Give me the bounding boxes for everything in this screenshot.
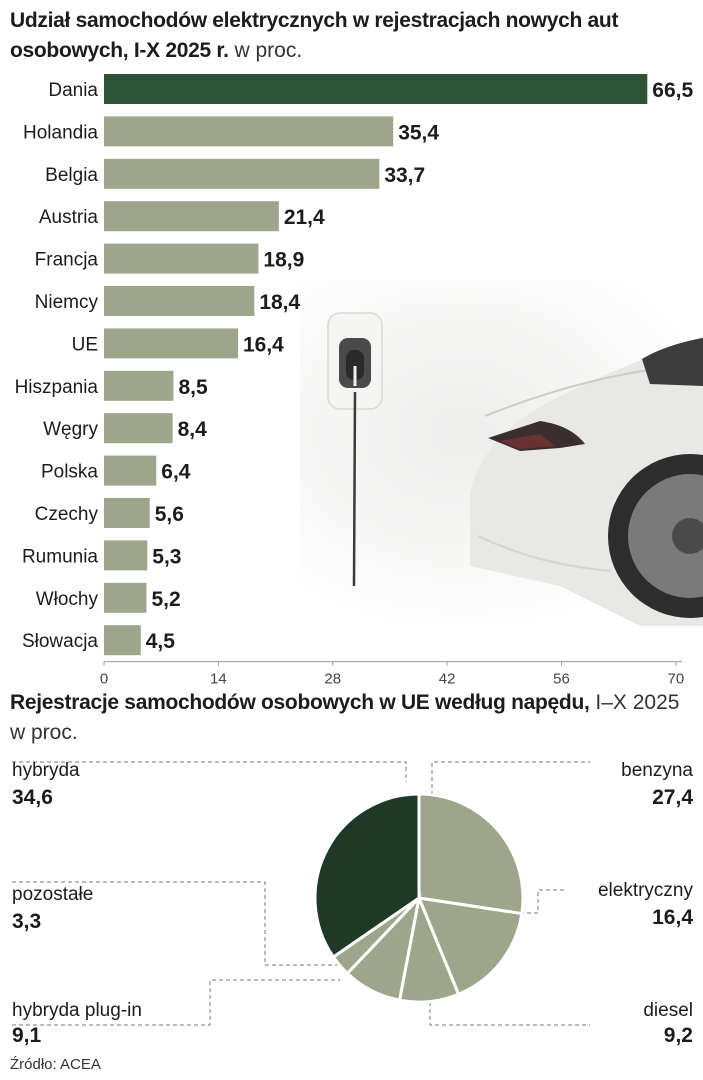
category-label: Czechy: [35, 504, 99, 525]
bar-6: [104, 328, 238, 359]
x-tick-label: 28: [324, 671, 341, 686]
bar-13: [104, 625, 141, 656]
category-label: Włochy: [36, 589, 99, 610]
value-label: 5,3: [152, 545, 181, 568]
value-label: 66,5: [652, 79, 693, 102]
value-label: 18,9: [263, 249, 304, 272]
category-label: Belgia: [45, 165, 98, 186]
category-label: Dania: [48, 80, 98, 101]
category-label: Holandia: [23, 122, 98, 143]
x-tick-label: 42: [439, 671, 456, 686]
pie-label-diesel: diesel: [643, 1000, 693, 1021]
bar-8: [104, 413, 173, 444]
pie-value-diesel: 9,2: [663, 1024, 693, 1047]
value-label: 5,6: [155, 503, 184, 526]
category-label: Rumunia: [22, 546, 98, 567]
bar-10: [104, 498, 150, 528]
bar-12: [104, 582, 147, 613]
category-label: UE: [72, 334, 98, 355]
car-illustration: [470, 336, 703, 626]
pie-slice-1: [416, 896, 524, 997]
pie-value-pozostale: 3,3: [12, 910, 42, 933]
bar-7: [104, 370, 174, 401]
bar-9: [104, 455, 157, 486]
bar-11: [104, 540, 148, 571]
category-label: Francja: [35, 250, 99, 271]
pie-chart: [12, 761, 590, 1026]
pie-slice-0: [417, 792, 525, 916]
value-label: 21,4: [284, 206, 325, 229]
bar-3: [104, 201, 279, 232]
pie-label-elektryczny: elektryczny: [597, 880, 693, 901]
pie-value-plugin: 9,1: [12, 1024, 42, 1047]
category-label: Hiszpania: [15, 377, 99, 398]
pie-label-hybryda: hybryda: [12, 760, 80, 781]
bar-5: [104, 286, 255, 316]
bar-4: [104, 243, 259, 274]
category-label: Austria: [39, 207, 99, 228]
charger-illustration: [327, 312, 383, 587]
category-label: Węgry: [43, 419, 98, 440]
category-label: Polska: [41, 462, 98, 483]
x-tick-label: 0: [100, 671, 108, 686]
chart-title: Udział samochodów elektrycznych w rejest…: [10, 9, 619, 62]
value-label: 33,7: [384, 164, 425, 187]
pie-label-pozostale: pozostałe: [12, 884, 94, 905]
bar-2: [104, 158, 380, 189]
value-label: 6,4: [161, 461, 191, 484]
pie-chart-title: Rejestracje samochodów osobowych w UE we…: [10, 691, 680, 744]
value-label: 8,4: [178, 418, 208, 441]
pie-label-benzyna: benzyna: [621, 760, 693, 781]
category-label: Niemcy: [35, 292, 99, 313]
pie-value-benzyna: 27,4: [652, 786, 693, 809]
bar-chart: Dania 66,5 Holandia 35,4 Belgia 33,7 Austria 21…: [15, 74, 703, 686]
value-label: 8,5: [178, 376, 208, 399]
value-label: 4,5: [146, 630, 176, 653]
pie-value-hybryda: 34,6: [12, 786, 53, 809]
bar-1: [104, 116, 394, 147]
x-tick-label: 56: [553, 671, 570, 686]
x-tick-label: 14: [210, 671, 227, 686]
value-label: 18,4: [259, 291, 300, 314]
source-note: Źródło: ACEA: [10, 1056, 101, 1073]
pie-label-plugin: hybryda plug-in: [12, 1000, 142, 1021]
pie-slice-5: [313, 792, 421, 960]
leader-lines: [12, 761, 590, 1026]
x-tick-label: 70: [668, 671, 685, 686]
value-label: 35,4: [398, 121, 439, 144]
value-label: 16,4: [243, 333, 284, 356]
pie-value-elektryczny: 16,4: [652, 906, 693, 929]
category-label: Słowacja: [22, 631, 98, 652]
value-label: 5,2: [151, 588, 180, 611]
bar-0: [104, 74, 648, 104]
